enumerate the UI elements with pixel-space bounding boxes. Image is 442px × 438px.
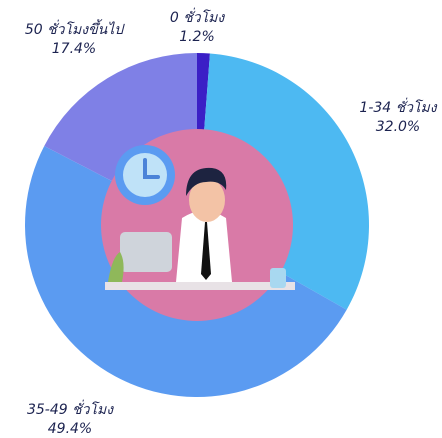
- slice-value-label: 17.4%: [52, 41, 96, 57]
- slice-value-label: 32.0%: [376, 119, 420, 135]
- slice-value-label: 49.4%: [48, 421, 92, 437]
- slice-label: 1-34 ชั่วโมง: [359, 97, 437, 116]
- slice-label: 35-49 ชั่วโมง: [27, 399, 114, 418]
- center-illustration: [101, 129, 295, 321]
- slice: [44, 53, 197, 182]
- slice-label: 0 ชั่วโมง: [170, 7, 225, 26]
- slice: [25, 145, 347, 397]
- slice-value-label: 1.2%: [179, 29, 215, 45]
- slice-label: 50 ชั่วโมงขึ้นไป: [25, 19, 125, 38]
- slices: [25, 53, 369, 397]
- slice: [197, 53, 210, 131]
- slice: [204, 53, 369, 310]
